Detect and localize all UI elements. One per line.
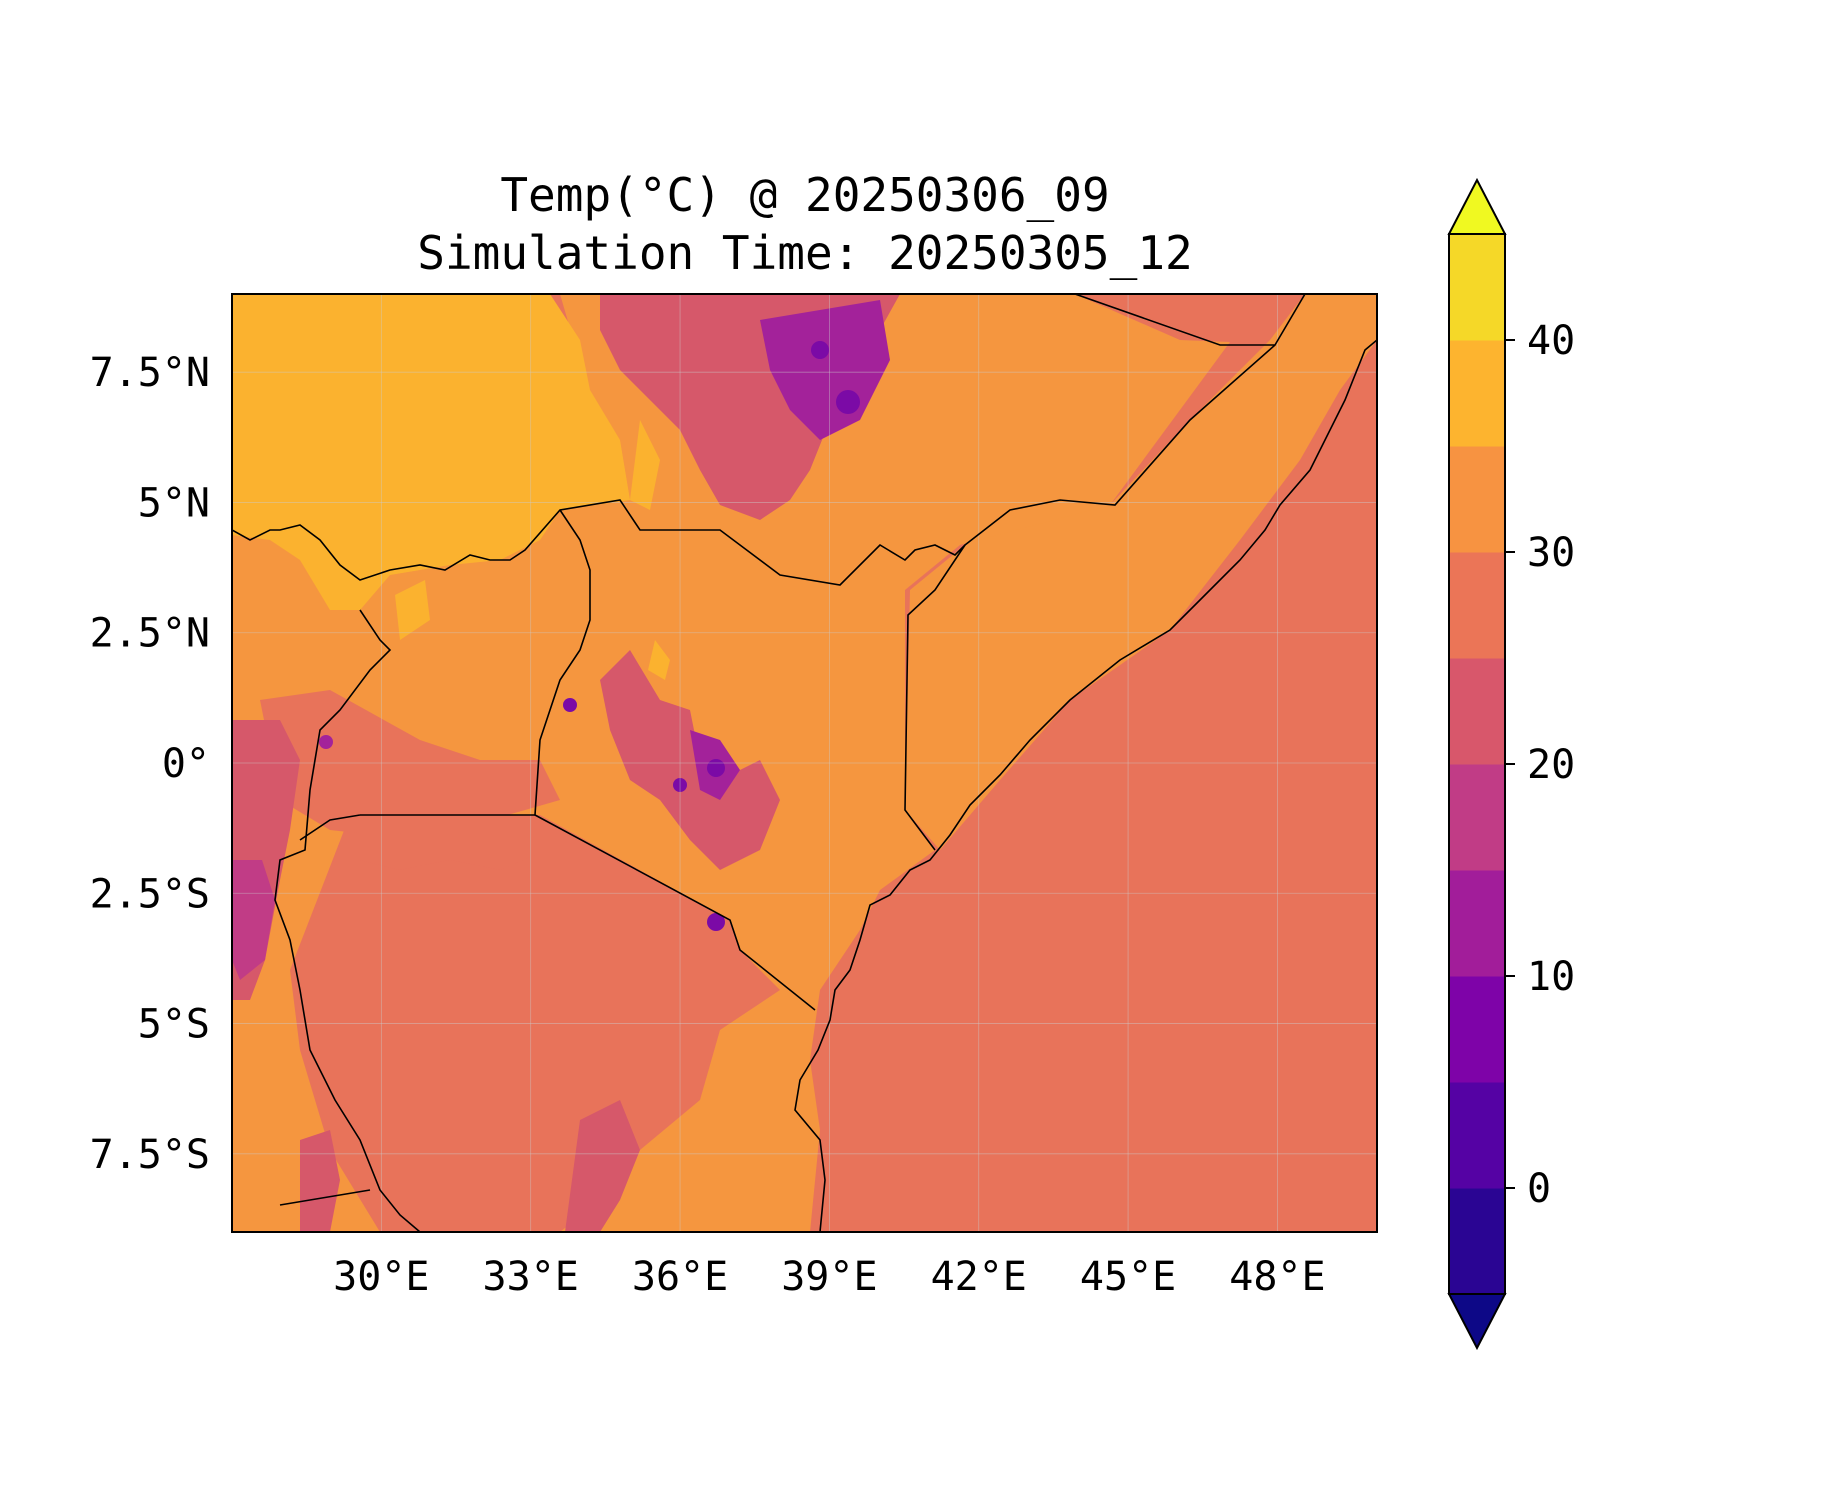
colorbar-bin: [1449, 870, 1505, 977]
lon-tick-label: 33°E: [483, 1254, 579, 1300]
map-subtitle: Simulation Time: 20250305_12: [417, 226, 1193, 280]
colorbar-bin: [1449, 976, 1505, 1083]
lon-tick-label: 45°E: [1080, 1254, 1176, 1300]
colorbar-bin: [1449, 552, 1505, 659]
colorbar-extend-high: [1447, 177, 1507, 235]
lon-tick-label: 48°E: [1229, 1254, 1325, 1300]
lake-victoria: [360, 815, 540, 870]
colorbar-tick-label: 20: [1527, 742, 1575, 788]
grid: [232, 294, 1377, 1232]
colorbar-tick-label: 0: [1527, 1166, 1551, 1212]
colorbar: [1447, 177, 1507, 1351]
colorbar-extend-low: [1447, 1293, 1507, 1351]
border-kenya-somalia: [904, 544, 966, 851]
colorbar-bin: [1449, 234, 1505, 341]
hot-spot-turkana: [630, 420, 660, 510]
southern-highlands: [565, 1100, 640, 1232]
colorbar-bin: [1449, 1082, 1505, 1189]
lon-tick-label: 36°E: [632, 1254, 728, 1300]
colorbar-tick-labels: 40 30 20 10 0: [1505, 318, 1575, 1212]
colorbar-bin: [1449, 764, 1505, 871]
lat-tick-labels: 7.5°N 5°N 2.5°N 0° 2.5°S 5°S 7.5°S: [90, 350, 210, 1178]
lon-tick-labels: 30°E 33°E 36°E 39°E 42°E 45°E 48°E: [333, 1254, 1325, 1300]
lon-tick-label: 42°E: [931, 1254, 1027, 1300]
hot-spot-lake: [648, 640, 670, 680]
border-southwest: [279, 1189, 371, 1206]
mount-kenya: [707, 759, 725, 777]
southwest-highlands: [300, 1130, 340, 1232]
kenya-highlands: [600, 650, 780, 870]
somalia-warm-land: [905, 294, 1377, 850]
border-west: [274, 609, 421, 1232]
lat-tick-label: 5°N: [138, 480, 210, 526]
mount-elgon: [563, 698, 577, 712]
uganda-interior: [260, 690, 560, 840]
plot-frame: [231, 293, 1378, 1233]
lat-tick-label: 2.5°S: [90, 871, 210, 917]
hot-spot-uganda: [395, 580, 430, 640]
lat-tick-label: 7.5°S: [90, 1132, 210, 1178]
colorbar-bin: [1449, 658, 1505, 765]
lat-tick-label: 0°: [162, 741, 210, 787]
lat-tick-label: 2.5°N: [90, 611, 210, 657]
border-rwanda: [299, 814, 361, 841]
colorbar-tick-label: 40: [1527, 318, 1575, 364]
lon-tick-label: 39°E: [781, 1254, 877, 1300]
colorbar-bin: [1449, 340, 1505, 447]
colorbar-tick-label: 30: [1527, 530, 1575, 576]
ethiopia-coldest-peak: [836, 390, 860, 414]
border-somalia-north: [1074, 294, 1306, 346]
rwenzori: [319, 735, 333, 749]
western-rift-cold: [232, 860, 275, 980]
colorbar-bin: [1449, 446, 1505, 553]
ethiopia-cold-spot: [811, 341, 829, 359]
kilimanjaro: [707, 913, 725, 931]
boundaries: [232, 294, 1377, 1232]
lat-tick-label: 5°S: [138, 1002, 210, 1048]
lon-tick-label: 30°E: [333, 1254, 429, 1300]
colorbar-bin: [1449, 1188, 1505, 1295]
border-kenya-tanzania: [534, 509, 816, 1011]
map-title: Temp(°C) @ 20250306_09: [500, 168, 1110, 222]
temperature-field: [232, 294, 1377, 1232]
coastline: [794, 339, 1377, 1232]
lat-tick-label: 7.5°N: [90, 350, 210, 396]
colorbar-tick-label: 10: [1527, 954, 1575, 1000]
